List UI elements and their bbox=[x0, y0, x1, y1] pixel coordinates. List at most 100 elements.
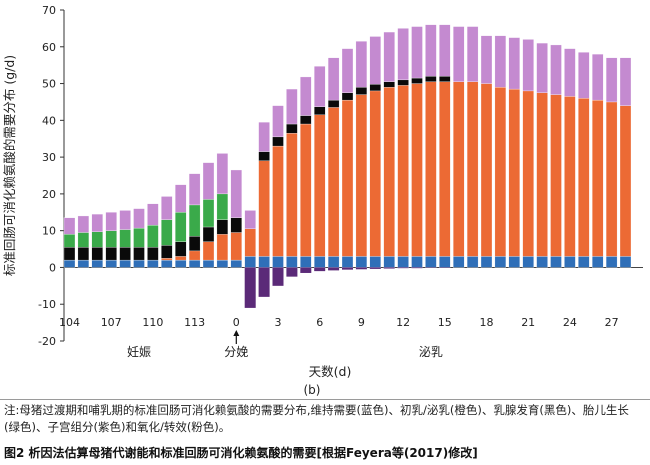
caption-note: 注:母猪过渡期和哺乳期的标准回肠可消化赖氨酸的需要分布,维持需要(蓝色)、初乳/… bbox=[4, 403, 629, 434]
y-tick-label: 20 bbox=[42, 188, 56, 201]
bar-maintenance bbox=[119, 259, 131, 268]
bar-oxidation bbox=[480, 35, 493, 84]
bar-oxidation bbox=[411, 26, 423, 79]
y-tick-label: 10 bbox=[42, 225, 56, 238]
x-tick-label: 12 bbox=[396, 316, 410, 329]
bar-oxidation bbox=[578, 52, 590, 99]
bar-maintenance bbox=[202, 259, 215, 268]
bar-oxidation bbox=[77, 215, 90, 233]
bar-maintenance bbox=[439, 256, 451, 268]
x-tick-label: 24 bbox=[563, 316, 577, 329]
y-tick-label: 70 bbox=[42, 4, 56, 17]
bar-oxidation bbox=[286, 88, 298, 125]
bar-maintenance bbox=[480, 256, 493, 268]
bar-milk bbox=[286, 133, 298, 257]
bar-oxidation bbox=[258, 122, 270, 152]
x-tick-label: 15 bbox=[438, 316, 452, 329]
bar-oxidation bbox=[536, 42, 548, 93]
bar-fetal bbox=[202, 199, 215, 228]
bar-oxidation bbox=[63, 217, 76, 235]
bar-fetal bbox=[133, 227, 145, 248]
bar-mammary bbox=[91, 247, 103, 261]
bar-oxidation bbox=[244, 210, 256, 229]
bar-maintenance bbox=[258, 256, 270, 268]
bar-mammary bbox=[147, 247, 159, 261]
bar-oxidation bbox=[327, 57, 340, 101]
bar-maintenance bbox=[508, 256, 520, 268]
bar-mammary bbox=[397, 79, 409, 86]
bar-oxidation bbox=[272, 105, 284, 138]
bar-oxidation bbox=[105, 212, 117, 231]
bar-oxidation bbox=[202, 162, 215, 200]
bar-maintenance bbox=[327, 256, 340, 268]
x-axis-title: 天数(d) bbox=[309, 364, 352, 379]
x-tick-label: 9 bbox=[358, 316, 365, 329]
bar-milk bbox=[536, 92, 548, 257]
y-axis-title: 标准回肠可消化赖氨酸的需要分布 (g/d) bbox=[2, 55, 17, 276]
bar-milk bbox=[564, 96, 576, 257]
bar-mammary bbox=[425, 76, 437, 82]
bar-milk bbox=[341, 99, 354, 257]
period-label: 妊娠 bbox=[127, 345, 151, 359]
bar-maintenance bbox=[147, 259, 159, 268]
bar-maintenance bbox=[272, 256, 284, 268]
bar-mammary bbox=[119, 247, 131, 261]
bar-fetal bbox=[175, 212, 187, 242]
bar-conceptus bbox=[411, 267, 423, 269]
bar-conceptus bbox=[258, 267, 270, 297]
bar-mammary bbox=[175, 241, 187, 257]
x-tick-label: 21 bbox=[521, 316, 535, 329]
bar-conceptus bbox=[328, 267, 340, 271]
bar-conceptus bbox=[355, 267, 367, 270]
bar-mammary bbox=[411, 77, 423, 84]
x-tick-label: 6 bbox=[316, 316, 323, 329]
bar-mammary bbox=[300, 115, 312, 125]
bar-oxidation bbox=[550, 44, 562, 95]
bar-oxidation bbox=[425, 24, 437, 77]
bar-maintenance bbox=[383, 256, 395, 268]
bar-maintenance bbox=[494, 256, 507, 268]
y-tick-label: 0 bbox=[49, 261, 56, 274]
bar-mammary bbox=[327, 99, 340, 108]
y-tick-label: 40 bbox=[42, 114, 56, 127]
bar-conceptus bbox=[300, 267, 312, 273]
bar-oxidation bbox=[230, 169, 242, 218]
bar-milk bbox=[161, 258, 173, 261]
bar-maintenance bbox=[188, 259, 201, 268]
bar-maintenance bbox=[550, 256, 562, 268]
bar-maintenance bbox=[411, 256, 423, 268]
bar-oxidation bbox=[91, 213, 103, 232]
bar-mammary bbox=[369, 84, 381, 92]
bar-maintenance bbox=[286, 256, 298, 268]
bar-maintenance bbox=[605, 256, 618, 268]
bar-maintenance bbox=[300, 256, 312, 268]
bar-oxidation bbox=[494, 35, 507, 88]
bar-milk bbox=[314, 114, 326, 257]
bar-milk bbox=[494, 87, 507, 257]
bar-mammary bbox=[341, 92, 354, 101]
x-tick-label: 0 bbox=[233, 316, 240, 329]
bar-milk bbox=[216, 234, 229, 261]
bar-fetal bbox=[105, 230, 117, 248]
bar-oxidation bbox=[175, 184, 187, 213]
bar-maintenance bbox=[216, 259, 229, 268]
panel-label: (b) bbox=[304, 383, 321, 397]
bar-milk bbox=[272, 145, 284, 257]
bar-milk bbox=[369, 90, 381, 257]
bar-milk bbox=[175, 256, 187, 261]
bar-milk bbox=[355, 94, 368, 257]
bar-maintenance bbox=[355, 256, 368, 268]
bar-mammary bbox=[383, 81, 395, 88]
bar-milk bbox=[397, 85, 409, 257]
bar-milk bbox=[258, 160, 270, 257]
x-tick-label: 110 bbox=[142, 316, 163, 329]
bar-oxidation bbox=[397, 28, 409, 81]
bar-maintenance bbox=[91, 259, 103, 268]
bar-milk bbox=[411, 83, 423, 257]
bar-oxidation bbox=[161, 196, 173, 220]
bar-maintenance bbox=[564, 256, 576, 268]
period-label: 分娩 bbox=[224, 345, 248, 359]
x-tick-label: 104 bbox=[59, 316, 80, 329]
